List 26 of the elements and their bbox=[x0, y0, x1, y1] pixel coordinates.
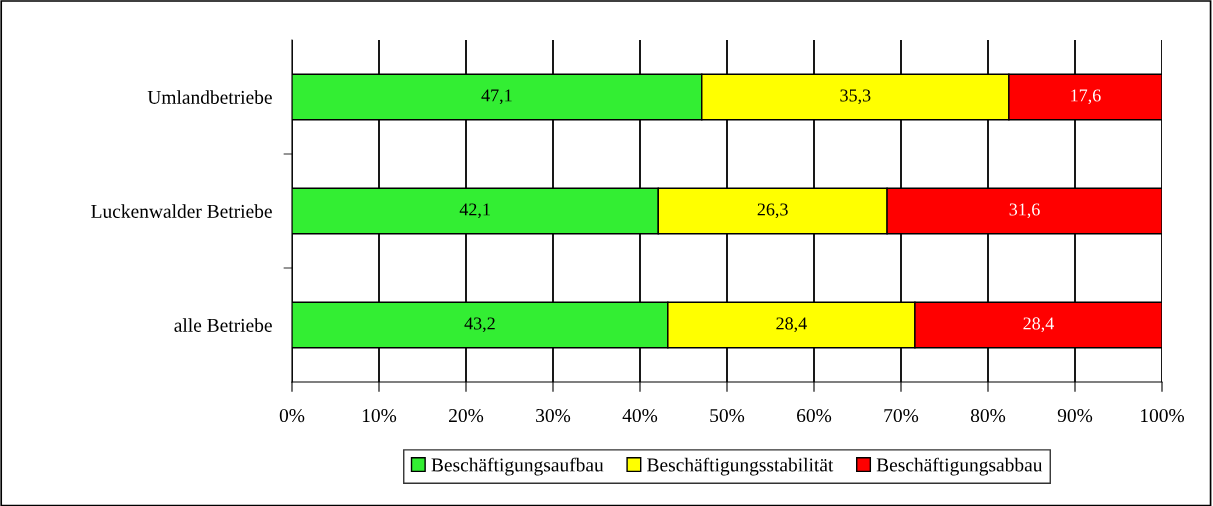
x-tick-label: 20% bbox=[449, 408, 484, 423]
data-label: 43,2 bbox=[464, 317, 495, 333]
data-label: 47,1 bbox=[481, 89, 512, 105]
x-tick-label: 30% bbox=[536, 408, 571, 423]
data-label: 31,6 bbox=[1009, 203, 1040, 219]
legend-label: Beschäftigungsstabilität bbox=[647, 457, 834, 476]
x-tick-label: 100% bbox=[1141, 408, 1185, 423]
data-label: 28,4 bbox=[776, 317, 807, 333]
y-tick-label: Luckenwalder Betriebe bbox=[91, 204, 272, 218]
x-tick-label: 0% bbox=[279, 408, 305, 423]
data-label: 17,6 bbox=[1071, 89, 1101, 105]
data-label: 35,3 bbox=[840, 89, 871, 105]
x-tick-label: 50% bbox=[710, 408, 745, 423]
legend-label: Beschäftigungsabbau bbox=[876, 457, 1043, 476]
y-tick-label: alle Betriebe bbox=[174, 318, 272, 332]
x-tick-label: 90% bbox=[1057, 408, 1093, 423]
x-tick-label: 10% bbox=[362, 408, 397, 423]
x-tick-label: 70% bbox=[884, 408, 919, 423]
legend-label: Beschäftigungsaufbau bbox=[431, 457, 604, 476]
x-tick-label: 80% bbox=[970, 408, 1006, 423]
data-label: 42,1 bbox=[459, 203, 490, 219]
x-tick-label: 60% bbox=[797, 408, 832, 423]
y-tick-label: Umlandbetriebe bbox=[147, 90, 272, 104]
data-label: 28,4 bbox=[1023, 317, 1054, 333]
data-label: 26,3 bbox=[757, 203, 788, 219]
x-tick-label: 40% bbox=[622, 408, 658, 423]
